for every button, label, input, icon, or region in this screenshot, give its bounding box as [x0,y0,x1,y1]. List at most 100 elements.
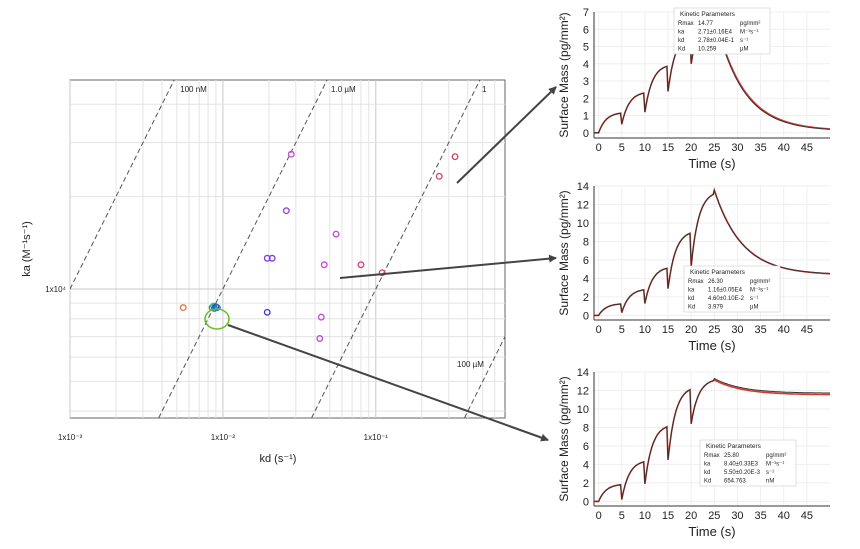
param-value: 654.763 [724,479,746,485]
panel-x-axis-label: Time (s) [688,156,735,171]
param-unit: s⁻¹ [740,38,748,44]
data-point [263,254,271,262]
panel-y-tick-label: 14 [577,367,589,379]
panel-x-tick-label: 45 [801,510,813,522]
panel-x-tick-label: 5 [619,324,625,336]
param-unit: nM [766,479,774,485]
kinetic-parameters-box [699,439,797,487]
measured-curve [594,188,831,316]
data-point [320,261,328,269]
panel-x-tick-label: 0 [596,510,602,522]
panel-y-tick-label: 10 [577,404,589,416]
panel-x-tick-label: 40 [778,324,790,336]
param-unit: pg/mm² [750,279,770,285]
iso-line-label: 100 µM [457,360,484,369]
panel-x-axis-label: Time (s) [688,524,735,539]
data-point [357,261,365,269]
param-name: Kd [678,47,685,53]
param-value: 2.78±0.04E-1 [698,38,735,44]
data-point [451,153,459,161]
data-point [213,304,221,312]
param-unit: M⁻¹s⁻¹ [750,288,768,294]
param-value: 10.259 [698,47,717,53]
panel-x-tick-label: 15 [662,510,674,522]
kinetic-parameters-title: Kinetic Parameters [706,443,762,450]
scatter-tick-labels: 1x10⁻³ 1x10⁻² 1x10⁻¹ 1x10⁴ [45,285,388,442]
panel-y-tick-label: 6 [583,441,589,453]
panel-y-tick-label: 0 [583,310,589,322]
panel-y-tick-label: 6 [583,255,589,267]
panel-x-tick-label: 25 [708,142,720,154]
param-value: 1.16±0.05E4 [708,288,743,294]
param-name: Rmax [688,279,704,285]
arrow-to-panel-1 [456,86,557,184]
panel-y-tick-label: 0 [583,496,589,508]
panel-x-tick-label: 10 [639,142,651,154]
panel-x-tick-label: 25 [708,510,720,522]
panel-y-tick-label: 0 [583,128,589,140]
panel-y-tick-label: 7 [583,7,589,19]
param-value: 26.30 [708,279,724,285]
panel-y-tick-label: 14 [577,181,589,193]
param-value: 4.60±0.10E-2 [708,296,745,302]
scatter-y-axis-label: ka (M⁻¹s⁻¹) [21,221,33,277]
param-name: Kd [688,305,695,311]
iso-affinity-line [311,80,481,418]
param-unit: pg/mm² [766,453,786,459]
panel-y-tick-label: 3 [583,76,589,88]
panel-x-tick-label: 35 [754,142,766,154]
iso-affinity-line [70,80,175,291]
param-unit: M⁻¹s⁻¹ [766,462,784,468]
panel-x-tick-label: 20 [685,142,697,154]
panel-y-tick-label: 10 [577,218,589,230]
arrow-to-panel-2 [339,254,557,279]
kinetic-parameters-box [683,265,781,313]
scatter-x-axis-label: kd (s⁻¹) [260,453,297,465]
iso-affinity-lines: 100 nM 1.0 µM 1 100 µM [70,80,505,418]
panel-y-tick-label: 1 [583,111,589,123]
scatter-points [179,150,459,342]
param-name: ka [704,462,711,468]
iso-line-label: 1.0 µM [331,85,356,94]
param-value: 25.80 [724,453,740,459]
data-point [316,335,324,342]
panel-y-tick-label: 8 [583,422,589,434]
param-value: 5.50±0.20E-3 [724,470,761,476]
param-unit: s⁻¹ [766,470,774,476]
iso-affinity-line [158,80,328,418]
param-name: kd [704,470,710,476]
panel-y-tick-label: 8 [583,236,589,248]
param-unit: M⁻¹s⁻¹ [740,30,758,36]
panel-x-tick-label: 40 [778,142,790,154]
panel-x-tick-label: 30 [731,510,743,522]
data-point [179,304,187,312]
kinetic-parameters-title: Kinetic Parameters [680,11,736,18]
data-point [378,269,386,277]
data-point [263,308,271,316]
panel-y-tick-label: 4 [583,273,589,285]
panel-y-tick-label: 6 [583,24,589,36]
param-unit: µM [750,305,758,311]
data-point [332,230,340,238]
panel-x-tick-label: 20 [685,510,697,522]
panel-y-tick-label: 12 [577,385,589,397]
measured-curve [594,377,830,502]
param-value: 14.77 [698,21,714,27]
panel-y-tick-label: 2 [583,93,589,105]
scatter-plot-frame [69,79,506,419]
param-name: ka [678,30,685,36]
param-value: 3.979 [708,305,724,311]
sensorgram-panel-3: 0 5 10 15 20 25 30 35 40 45 0 2 4 6 8 10 12 14 Time (s) Sur… [557,367,830,539]
kinetic-parameters-box [673,7,771,55]
panel-y-axis-label: Surface Mass (pg/mm²) [557,12,571,137]
panel-x-tick-label: 5 [619,510,625,522]
iso-line-label: 1 [482,85,487,94]
data-point [287,150,295,158]
cluster-highlight-ring [204,308,230,330]
param-unit: pg/mm² [740,21,760,27]
panel-x-tick-label: 15 [662,324,674,336]
data-point [268,254,276,262]
panel-x-tick-label: 45 [801,324,813,336]
param-value: 8.40±0.33E3 [724,462,759,468]
